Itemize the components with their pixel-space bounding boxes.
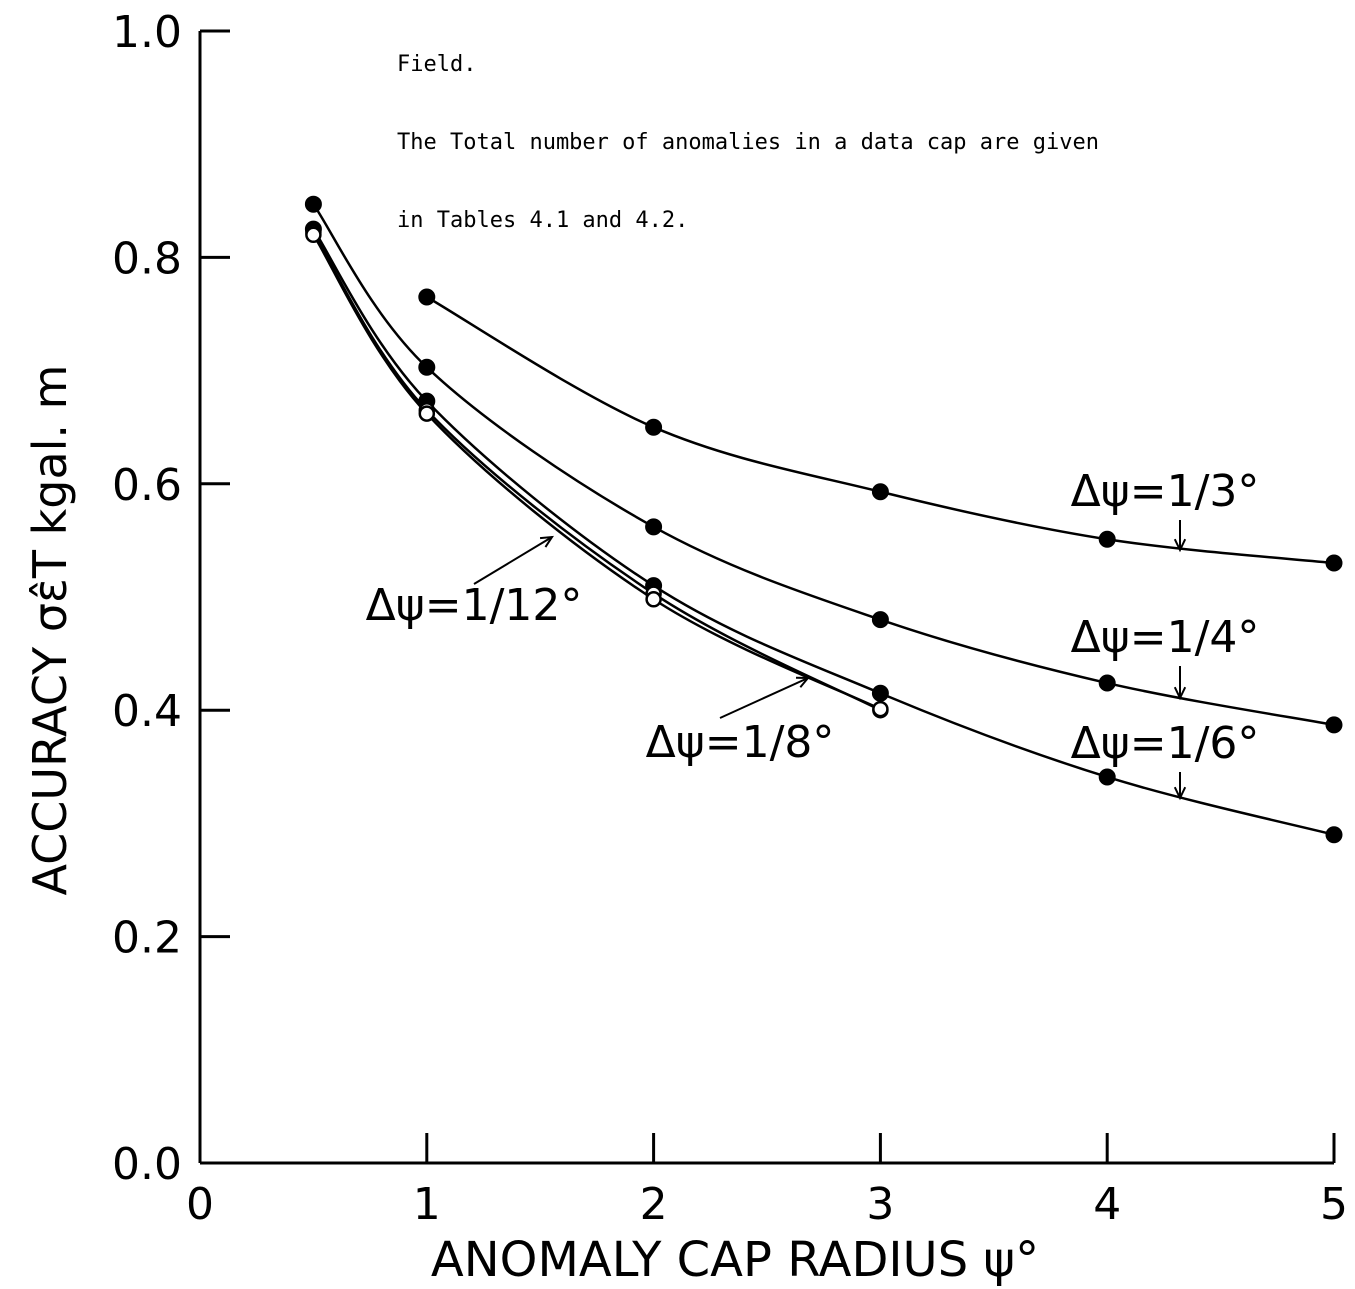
y-tick-label: 0.8 [112, 233, 182, 284]
figure-caption-note: Field. The Total number of anomalies in … [397, 0, 1099, 260]
series-label: Δψ=1/6° [1071, 718, 1260, 769]
arrow-head-icon [1173, 786, 1187, 801]
data-point [418, 288, 436, 306]
data-point [1325, 554, 1343, 572]
data-point [645, 518, 663, 536]
data-point [1325, 826, 1343, 844]
data-point [418, 405, 436, 422]
caption-line: in Tables 4.1 and 4.2. [397, 208, 689, 233]
data-point [1098, 768, 1116, 786]
x-tick-label: 3 [866, 1179, 894, 1230]
data-point [418, 358, 436, 376]
series-curve-1 [426, 295, 1335, 565]
arrow-head-icon [795, 676, 811, 688]
data-point [645, 418, 663, 436]
y-axis-label: ACCURACY σε̂T kgal. m [23, 365, 77, 896]
caption-line: The Total number of anomalies in a data … [397, 130, 1099, 155]
arrow-head-icon [1173, 686, 1187, 701]
y-tick-label: 0.0 [112, 1139, 182, 1190]
series-curve-5 [312, 234, 881, 711]
series-label-arrow [473, 536, 553, 585]
series-curve-4 [312, 231, 881, 712]
x-tick-label: 1 [413, 1179, 441, 1230]
y-tick-label: 0.4 [112, 686, 182, 737]
series-label-arrow [719, 677, 809, 719]
data-point [1098, 674, 1116, 692]
data-point [871, 611, 889, 629]
x-axis-label: ANOMALY CAP RADIUS ψ° [431, 1232, 1039, 1288]
series-labels: Δψ=1/3° Δψ=1/4° Δψ=1/6° Δψ=1/8° Δψ=1/12° [366, 466, 1260, 801]
data-point [305, 226, 322, 244]
series-label: Δψ=1/8° [646, 717, 835, 768]
data-point [1098, 530, 1116, 548]
axes: 0 1 2 3 4 5 0.0 0.2 0.4 0.6 0.8 1.0 [112, 7, 1348, 1230]
data-point [872, 700, 889, 718]
x-tick-label: 5 [1320, 1179, 1348, 1230]
y-tick-label: 0.6 [112, 460, 182, 511]
y-tick-label: 0.2 [112, 913, 182, 964]
data-point [645, 591, 662, 608]
data-point [871, 483, 889, 501]
arrow-head-icon [1173, 538, 1187, 553]
series-curve-2 [312, 203, 1335, 727]
arrow-head-icon [539, 535, 554, 548]
x-tick-label: 4 [1093, 1179, 1121, 1230]
data-points [304, 195, 1343, 844]
data-point [304, 195, 322, 213]
series-label: Δψ=1/12° [366, 580, 583, 631]
series-label: Δψ=1/4° [1071, 612, 1260, 663]
series-label: Δψ=1/3° [1071, 466, 1260, 517]
y-tick-label: 1.0 [112, 7, 182, 58]
data-point [1325, 716, 1343, 734]
x-tick-label: 0 [186, 1179, 214, 1230]
series-curve-3 [312, 228, 1335, 836]
caption-line: Field. [397, 52, 477, 77]
data-point [871, 684, 889, 702]
x-tick-label: 2 [640, 1179, 668, 1230]
